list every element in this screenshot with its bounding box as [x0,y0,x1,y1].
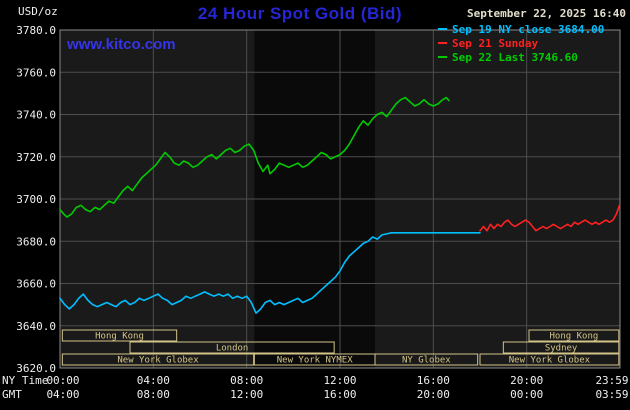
session-box-new-york-globex [479,353,620,366]
y-axis-tick-label: 3640.0 [16,320,56,333]
x-axis-ny-tick-label: 23:59 [595,374,628,387]
x-axis-ny-tick-label: 08:00 [230,374,263,387]
session-label-london: London [216,344,249,354]
x-axis-gmt-tick-label: 08:00 [137,388,170,401]
legend-dash-icon [438,42,447,44]
session-box-hong-kong [528,329,620,342]
legend: Sep 19 NY close 3684.00 Sep 21 Sunday Se… [438,22,604,64]
y-axis-unit-label: USD/oz [18,5,58,18]
x-axis-ny-tick-label: 20:00 [510,374,543,387]
session-label-hong-kong: Hong Kong [95,332,144,342]
legend-label: Sep 21 Sunday [452,36,539,50]
y-axis-tick-label: 3760.0 [16,66,56,79]
y-axis-tick-label: 3700.0 [16,193,56,206]
y-axis-tick-label: 3740.0 [16,109,56,122]
chart-title: 24 Hour Spot Gold (Bid) [197,4,403,23]
x-axis-ny-tick-label: 16:00 [417,374,450,387]
session-label-new-york-globex: New York Globex [509,356,591,366]
legend-dash-icon [438,56,447,58]
y-axis-tick-label: 3660.0 [16,278,56,291]
session-box-ny-globex [374,353,479,366]
legend-label: Sep 19 NY close 3684.00 [452,22,605,36]
session-label-sydney: Sydney [545,344,578,354]
x-axis-gmt-tick-label: 16:00 [323,388,356,401]
y-axis-tick-label: 3620.0 [16,362,56,375]
x-axis-ny-tick-label: 00:00 [46,374,79,387]
session-box-sydney [502,341,620,354]
series-line-sep-21 [479,204,621,232]
x-axis-ny-tick-label: 04:00 [137,374,170,387]
session-label-hong-kong: Hong Kong [550,332,599,342]
legend-label: Sep 22 Last 3746.60 [452,50,578,64]
legend-entry-sep21: Sep 21 Sunday [438,36,604,50]
legend-entry-sep19: Sep 19 NY close 3684.00 [438,22,604,36]
series-line-sep-19 [59,232,481,314]
session-box-london [129,341,335,354]
kitco-website-link[interactable]: www.kitco.com [67,36,176,53]
x-axis-gmt-tick-label: 12:00 [230,388,263,401]
series-line-sep-22 [59,96,450,218]
x-axis-ny-caption: NY Time [2,374,48,387]
session-label-new-york-nymex: New York NYMEX [277,356,353,366]
legend-dash-icon [438,28,447,30]
x-axis-ny-tick-label: 12:00 [323,374,356,387]
session-box-new-york-globex [61,353,255,366]
y-axis-tick-label: 3780.0 [16,24,56,37]
y-axis-tick-label: 3720.0 [16,151,56,164]
x-axis-gmt-caption: GMT [2,388,22,401]
session-label-ny-globex: NY Globex [402,356,451,366]
datetime-label: September 22, 2025 16:40 [467,7,626,20]
y-axis-tick-label: 3680.0 [16,235,56,248]
session-box-hong-kong [61,329,178,342]
x-axis-gmt-tick-label: 04:00 [46,388,79,401]
plot-frame [59,29,621,369]
x-axis-gmt-tick-label: 00:00 [510,388,543,401]
session-label-new-york-globex: New York Globex [117,356,199,366]
legend-entry-sep22: Sep 22 Last 3746.60 [438,50,604,64]
x-axis-gmt-tick-label: 03:59 [595,388,628,401]
x-axis-gmt-tick-label: 20:00 [417,388,450,401]
